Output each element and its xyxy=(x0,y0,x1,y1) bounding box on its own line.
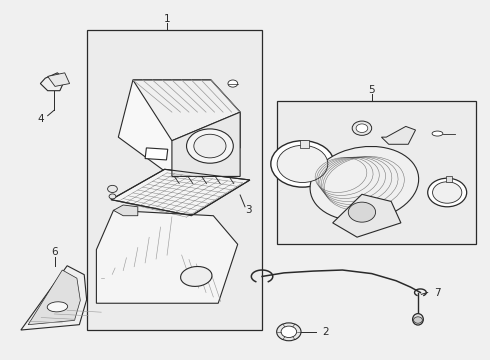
Polygon shape xyxy=(118,80,240,176)
Polygon shape xyxy=(381,126,416,144)
Circle shape xyxy=(348,202,375,222)
Circle shape xyxy=(228,80,238,87)
Bar xyxy=(145,148,168,160)
Ellipse shape xyxy=(181,266,212,287)
Polygon shape xyxy=(114,205,138,216)
Polygon shape xyxy=(21,266,87,330)
Polygon shape xyxy=(28,270,80,325)
Text: 5: 5 xyxy=(368,85,375,95)
Bar xyxy=(300,140,309,148)
Circle shape xyxy=(352,121,372,135)
Circle shape xyxy=(277,145,328,183)
Text: 2: 2 xyxy=(322,327,329,337)
Circle shape xyxy=(109,194,116,199)
Text: 7: 7 xyxy=(434,288,441,297)
Text: 4: 4 xyxy=(37,114,44,124)
Polygon shape xyxy=(333,194,401,237)
Circle shape xyxy=(428,178,466,207)
Text: 1: 1 xyxy=(164,14,171,23)
Ellipse shape xyxy=(413,314,423,325)
Circle shape xyxy=(271,141,334,187)
Polygon shape xyxy=(48,73,70,86)
Bar xyxy=(87,30,262,330)
Text: 3: 3 xyxy=(245,205,252,215)
Circle shape xyxy=(281,326,296,338)
Circle shape xyxy=(277,323,301,341)
Polygon shape xyxy=(172,112,240,176)
Ellipse shape xyxy=(310,147,418,221)
Circle shape xyxy=(414,317,422,323)
Circle shape xyxy=(108,185,117,193)
Polygon shape xyxy=(111,169,250,216)
Polygon shape xyxy=(97,210,238,303)
Polygon shape xyxy=(40,73,65,91)
Ellipse shape xyxy=(47,302,68,312)
Circle shape xyxy=(194,134,226,158)
Polygon shape xyxy=(133,80,240,141)
Bar xyxy=(446,176,452,182)
Ellipse shape xyxy=(432,131,443,136)
Circle shape xyxy=(356,124,368,132)
Text: 6: 6 xyxy=(51,247,58,257)
Bar xyxy=(277,102,476,244)
Circle shape xyxy=(187,129,233,163)
Circle shape xyxy=(433,182,462,203)
